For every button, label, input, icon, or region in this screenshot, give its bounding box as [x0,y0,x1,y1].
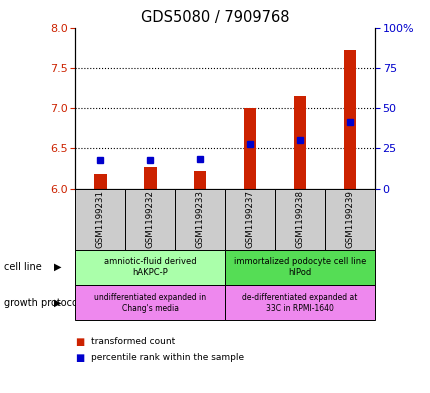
Text: undifferentiated expanded in
Chang's media: undifferentiated expanded in Chang's med… [94,292,206,313]
Text: percentile rank within the sample: percentile rank within the sample [90,353,243,362]
Text: cell line: cell line [4,262,42,272]
Bar [144,167,156,189]
Text: GSM1199237: GSM1199237 [245,190,254,248]
Text: ■: ■ [75,353,84,363]
Text: GSM1199232: GSM1199232 [145,190,154,248]
Text: ▶: ▶ [53,298,61,308]
Text: GDS5080 / 7909768: GDS5080 / 7909768 [141,10,289,25]
Bar [343,50,356,189]
Text: amniotic-fluid derived
hAKPC-P: amniotic-fluid derived hAKPC-P [104,257,196,277]
Text: transformed count: transformed count [90,338,174,346]
Text: de-differentiated expanded at
33C in RPMI-1640: de-differentiated expanded at 33C in RPM… [242,292,357,313]
Bar [194,171,206,189]
Text: ■: ■ [75,337,84,347]
Text: ▶: ▶ [53,262,61,272]
Text: GSM1199239: GSM1199239 [345,190,354,248]
Text: growth protocol: growth protocol [4,298,81,308]
Bar [94,174,106,189]
Text: GSM1199233: GSM1199233 [195,190,204,248]
Bar [293,96,306,189]
Bar [243,108,256,189]
Text: immortalized podocyte cell line
hIPod: immortalized podocyte cell line hIPod [233,257,366,277]
Text: GSM1199231: GSM1199231 [95,190,104,248]
Text: GSM1199238: GSM1199238 [295,190,304,248]
